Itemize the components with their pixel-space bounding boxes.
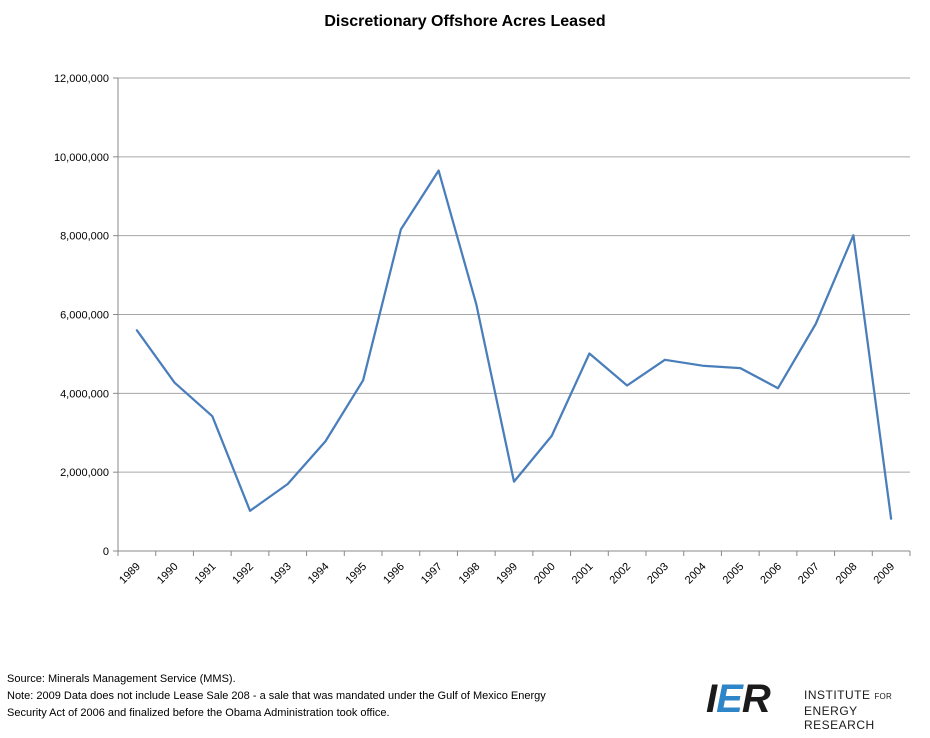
x-tick-label: 1994 xyxy=(306,561,332,587)
x-tick-label: 2005 xyxy=(721,561,747,587)
logo-for: FOR xyxy=(874,692,893,701)
y-tick-label: 2,000,000 xyxy=(60,467,109,479)
x-tick-label: 1992 xyxy=(230,561,256,587)
y-tick-label: 6,000,000 xyxy=(60,310,109,322)
source-note: Source: Minerals Management Service (MMS… xyxy=(7,673,236,685)
ier-logo-text: INSTITUTE FOR ENERGY RESEARCH xyxy=(804,688,916,732)
series-line xyxy=(135,169,893,520)
x-tick-label: 2008 xyxy=(834,561,860,587)
data-note-line-1: Note: 2009 Data does not include Lease S… xyxy=(7,690,546,702)
x-tick-label: 2004 xyxy=(683,561,709,587)
x-tick-label: 2001 xyxy=(570,561,596,587)
x-tick-label: 1991 xyxy=(193,561,219,587)
x-tick-label: 1999 xyxy=(494,561,520,587)
y-tick-label: 8,000,000 xyxy=(60,231,109,243)
axes xyxy=(113,77,911,556)
x-tick-label: 2006 xyxy=(758,561,784,587)
x-tick-label: 2009 xyxy=(871,561,897,587)
logo-institute: INSTITUTE xyxy=(804,688,871,702)
y-tick-label: 12,000,000 xyxy=(54,73,109,85)
x-axis-tick-labels: 1989 1990 1991 1992 1993 1994 1995 1996 1997 1998… xyxy=(117,561,897,587)
chart-title: Discretionary Offshore Acres Leased xyxy=(324,13,605,30)
logo-letter-e: E xyxy=(716,677,743,721)
logo-letter-r: R xyxy=(741,677,771,721)
ier-logo-mark: IER xyxy=(706,677,771,721)
y-axis-tick-labels: 0 2,000,000 4,000,000 6,000,000 8,000,000 10,… xyxy=(54,73,109,558)
x-tick-label: 2003 xyxy=(645,561,671,587)
gridlines xyxy=(118,77,910,473)
series-group xyxy=(135,169,893,520)
x-tick-label: 1998 xyxy=(457,561,483,587)
chart-footer: Source: Minerals Management Service (MMS… xyxy=(7,671,546,722)
y-tick-label: 0 xyxy=(103,546,109,558)
x-tick-label: 1989 xyxy=(117,561,143,587)
logo-letter-i: I xyxy=(706,677,717,721)
y-tick-label: 4,000,000 xyxy=(60,388,109,400)
ier-logo: IER INSTITUTE FOR ENERGY RESEARCH xyxy=(706,677,916,732)
x-tick-label: 2007 xyxy=(796,561,822,587)
x-tick-label: 1990 xyxy=(155,561,181,587)
x-tick-label: 1995 xyxy=(343,561,369,587)
logo-energy-research: ENERGY RESEARCH xyxy=(804,704,875,732)
x-tick-label: 1996 xyxy=(381,561,407,587)
x-tick-label: 2000 xyxy=(532,561,558,587)
x-tick-label: 1993 xyxy=(268,561,294,587)
x-tick-label: 2002 xyxy=(607,561,633,587)
x-tick-label: 1997 xyxy=(419,561,445,587)
data-note-line-2: Security Act of 2006 and finalized befor… xyxy=(7,707,390,719)
y-tick-label: 10,000,000 xyxy=(54,152,109,164)
